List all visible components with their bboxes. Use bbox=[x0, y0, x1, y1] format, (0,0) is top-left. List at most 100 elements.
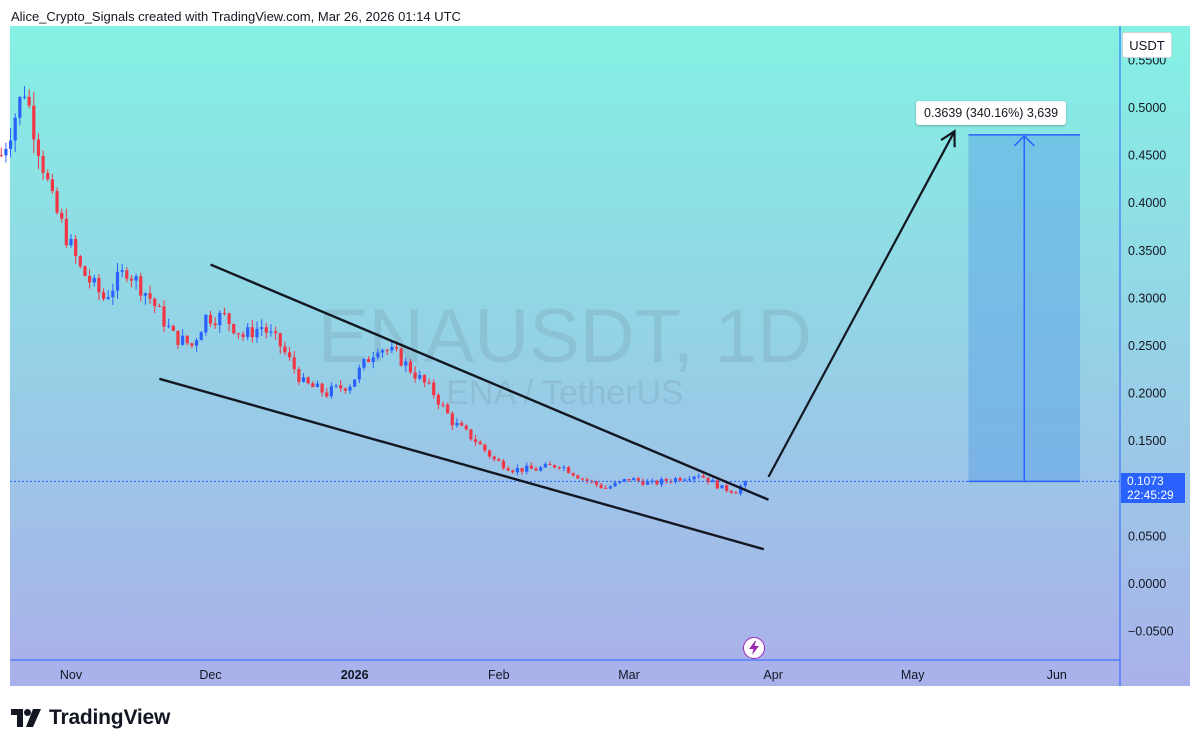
candle-body bbox=[534, 468, 538, 471]
candle-body bbox=[274, 331, 278, 334]
price-tick-label: 0.0000 bbox=[1128, 577, 1166, 591]
candle-body bbox=[646, 481, 650, 485]
candle-body bbox=[580, 478, 585, 480]
candle-body bbox=[687, 479, 692, 481]
candle-body bbox=[264, 327, 268, 333]
candle-body bbox=[362, 359, 366, 368]
candle-body bbox=[250, 327, 254, 338]
price-tick-label: 0.0500 bbox=[1128, 529, 1166, 543]
candle-body bbox=[515, 468, 519, 473]
candle-body bbox=[739, 485, 743, 494]
candle-body bbox=[139, 276, 143, 296]
price-tick-label: 0.5000 bbox=[1128, 101, 1166, 115]
candle-body bbox=[446, 404, 450, 414]
candle-body bbox=[92, 277, 96, 283]
candle-body bbox=[743, 481, 747, 486]
candle-body bbox=[325, 392, 329, 397]
lightning-bolt-icon[interactable] bbox=[743, 637, 765, 659]
candle-body bbox=[218, 312, 222, 326]
header-text: Alice_Crypto_Signals created with Tradin… bbox=[11, 9, 461, 24]
candle-body bbox=[255, 328, 259, 338]
candle-body bbox=[506, 468, 510, 471]
candle-body bbox=[101, 292, 106, 299]
candle-body bbox=[194, 340, 199, 346]
candle-body bbox=[594, 481, 599, 485]
time-tick-label: Mar bbox=[618, 668, 640, 682]
price-axis-background bbox=[1120, 26, 1190, 686]
time-axis-background bbox=[10, 660, 1120, 686]
tradingview-logo[interactable]: TradingView bbox=[11, 706, 170, 730]
price-tick-label: 0.2000 bbox=[1128, 387, 1166, 401]
price-range-measure[interactable] bbox=[968, 134, 1081, 483]
candle-body bbox=[604, 487, 608, 489]
candle-body bbox=[227, 313, 231, 325]
candle-body bbox=[390, 347, 394, 351]
candle-body bbox=[525, 465, 529, 472]
candle-body bbox=[413, 372, 417, 379]
candle-body bbox=[464, 425, 468, 430]
candle-body bbox=[27, 96, 31, 106]
currency-selector[interactable]: USDT bbox=[1122, 32, 1172, 58]
candle-body bbox=[697, 475, 701, 477]
time-tick-label: Nov bbox=[60, 668, 83, 682]
candle-body bbox=[441, 404, 445, 406]
candle-body bbox=[608, 486, 612, 489]
candle-body bbox=[185, 335, 189, 344]
chart-header: Alice_Crypto_Signals created with Tradin… bbox=[11, 9, 461, 24]
arrow-shaft bbox=[767, 130, 956, 478]
candle-body bbox=[460, 422, 464, 426]
candle-body bbox=[148, 293, 152, 299]
candle-body bbox=[125, 270, 129, 279]
candle-body bbox=[692, 476, 696, 480]
candle-body bbox=[106, 297, 110, 299]
candle-body bbox=[111, 290, 115, 298]
candle-body bbox=[246, 327, 250, 337]
candle-body bbox=[339, 385, 343, 389]
candle-body bbox=[673, 478, 678, 482]
time-tick-label: Feb bbox=[488, 668, 510, 682]
upper-trendline[interactable] bbox=[210, 263, 769, 501]
time-tick-label: 2026 bbox=[341, 668, 369, 682]
candle-body bbox=[720, 485, 724, 489]
candle-body bbox=[367, 359, 371, 363]
candle-body bbox=[487, 450, 492, 457]
price-tick-label: 0.2500 bbox=[1128, 339, 1166, 353]
candle-body bbox=[334, 385, 338, 387]
candle-body bbox=[287, 352, 292, 358]
lower-trendline[interactable] bbox=[159, 377, 765, 551]
candle-body bbox=[283, 346, 287, 353]
price-tick-label: 0.3000 bbox=[1128, 291, 1166, 305]
candle-body bbox=[678, 478, 682, 481]
candle-body bbox=[171, 325, 175, 331]
candle-body bbox=[55, 191, 59, 213]
candle-body bbox=[348, 386, 352, 391]
time-tick-label: Jun bbox=[1047, 668, 1067, 682]
measure-arrow-head bbox=[1013, 134, 1035, 147]
candle-body bbox=[176, 330, 180, 345]
price-tick-label: 0.4000 bbox=[1128, 196, 1166, 210]
candle-body bbox=[380, 350, 385, 353]
candle-body bbox=[557, 467, 561, 469]
candle-body bbox=[74, 238, 78, 257]
candle-body bbox=[167, 325, 171, 327]
candle-body bbox=[353, 379, 357, 387]
candle-body bbox=[404, 361, 408, 366]
candle-body bbox=[729, 490, 733, 493]
candle-body bbox=[585, 479, 589, 481]
watermark-symbol: ENAUSDT, 1D bbox=[318, 294, 812, 379]
candle-body bbox=[497, 459, 501, 461]
candle-body bbox=[650, 480, 654, 482]
candle-body bbox=[41, 156, 45, 173]
candle-body bbox=[204, 314, 208, 333]
candle-body bbox=[543, 464, 547, 468]
candle-body bbox=[22, 96, 27, 98]
candle-body bbox=[562, 467, 566, 469]
measure-label[interactable]: 0.3639 (340.16%) 3,639 bbox=[916, 101, 1067, 125]
candle-body bbox=[236, 333, 240, 335]
arrow-head bbox=[940, 129, 956, 148]
price-axis-ticks: 0.55000.50000.45000.40000.35000.30000.25… bbox=[1128, 53, 1174, 638]
projection-arrow[interactable] bbox=[767, 129, 956, 478]
candle-body bbox=[655, 480, 659, 485]
measure-label-text: 0.3639 (340.16%) 3,639 bbox=[924, 106, 1059, 120]
